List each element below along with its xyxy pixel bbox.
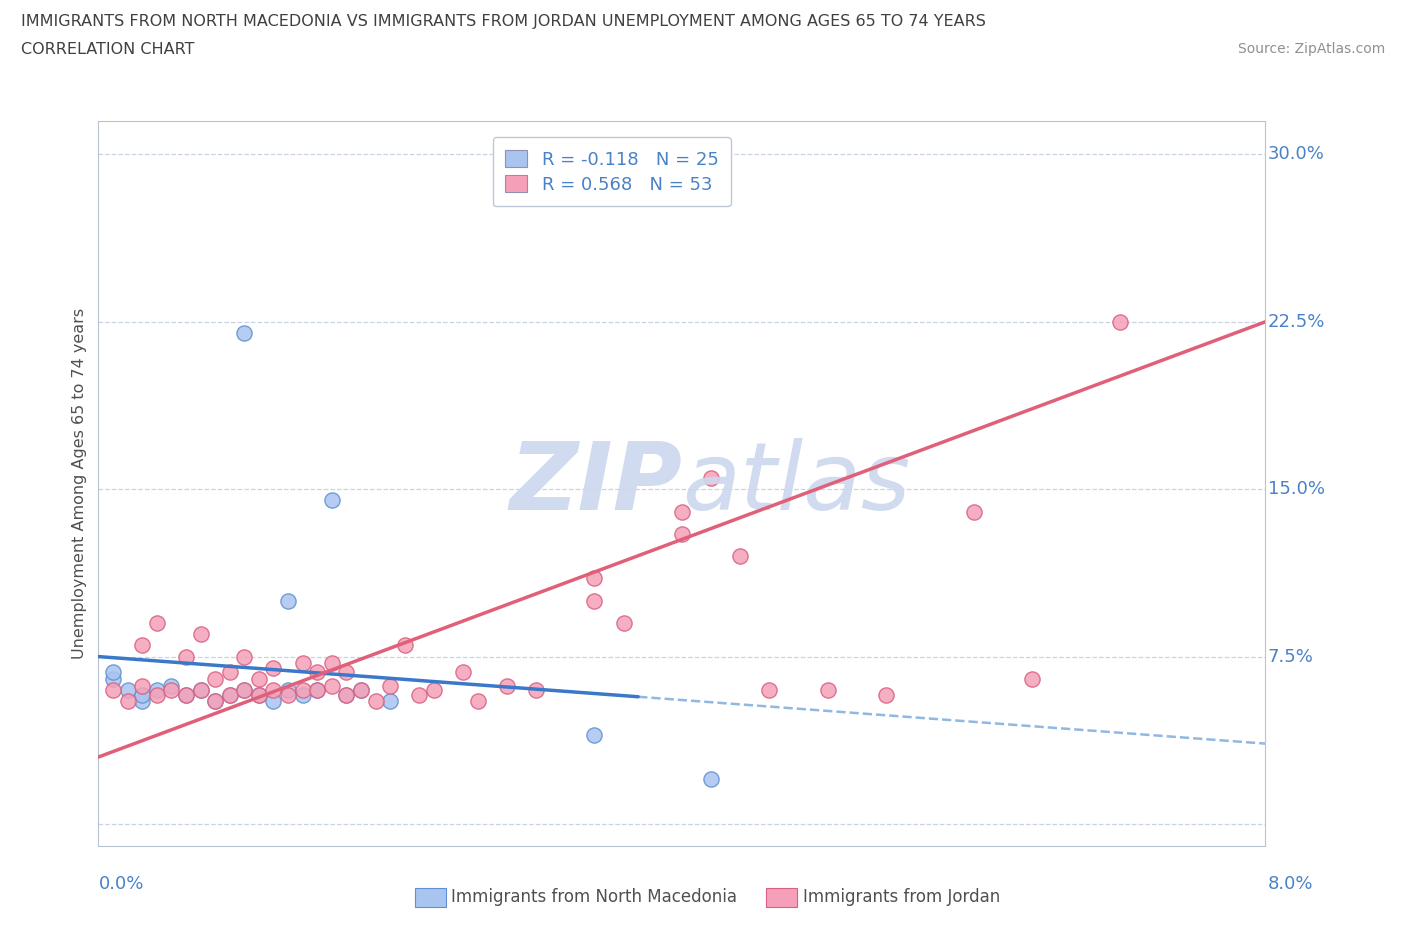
Point bbox=[146, 687, 169, 702]
Point bbox=[728, 549, 751, 564]
Point bbox=[671, 504, 693, 519]
Point bbox=[307, 683, 329, 698]
Point bbox=[350, 683, 373, 698]
Point bbox=[174, 687, 197, 702]
Text: 22.5%: 22.5% bbox=[1268, 312, 1324, 331]
Text: 7.5%: 7.5% bbox=[1268, 647, 1313, 666]
Point bbox=[218, 665, 240, 680]
Text: 15.0%: 15.0% bbox=[1268, 480, 1324, 498]
Point bbox=[101, 671, 124, 686]
Point bbox=[146, 616, 169, 631]
Point bbox=[117, 683, 139, 698]
Point bbox=[378, 678, 402, 693]
Point bbox=[262, 694, 284, 709]
Point bbox=[583, 593, 606, 608]
Text: Immigrants from Jordan: Immigrants from Jordan bbox=[803, 888, 1000, 907]
Point bbox=[350, 683, 373, 698]
Point bbox=[247, 671, 270, 686]
Text: 0.0%: 0.0% bbox=[98, 875, 143, 894]
Point bbox=[378, 694, 402, 709]
Point bbox=[583, 727, 606, 742]
Point bbox=[321, 656, 343, 671]
Y-axis label: Unemployment Among Ages 65 to 74 years: Unemployment Among Ages 65 to 74 years bbox=[72, 308, 87, 659]
Point bbox=[467, 694, 489, 709]
Point bbox=[174, 687, 197, 702]
Point bbox=[524, 683, 547, 698]
Point bbox=[408, 687, 430, 702]
Point bbox=[962, 504, 984, 519]
Point bbox=[496, 678, 519, 693]
Point bbox=[700, 471, 723, 485]
Point bbox=[131, 678, 153, 693]
Point bbox=[307, 665, 329, 680]
Point bbox=[364, 694, 387, 709]
Text: 30.0%: 30.0% bbox=[1268, 145, 1324, 164]
Point bbox=[671, 526, 693, 541]
Point bbox=[277, 683, 299, 698]
Point bbox=[307, 683, 329, 698]
Point bbox=[583, 571, 606, 586]
Point bbox=[321, 678, 343, 693]
Point bbox=[262, 683, 284, 698]
Text: atlas: atlas bbox=[682, 438, 910, 529]
Point bbox=[817, 683, 839, 698]
Point bbox=[174, 649, 197, 664]
Point bbox=[218, 687, 240, 702]
Point bbox=[262, 660, 284, 675]
Point bbox=[131, 694, 153, 709]
Point bbox=[612, 616, 634, 631]
Point bbox=[233, 683, 256, 698]
Point bbox=[160, 678, 183, 693]
Point bbox=[335, 687, 357, 702]
Point bbox=[335, 665, 357, 680]
Point bbox=[218, 687, 240, 702]
Point bbox=[190, 683, 212, 698]
Point bbox=[101, 665, 124, 680]
Point bbox=[190, 683, 212, 698]
Legend: R = -0.118   N = 25, R = 0.568   N = 53: R = -0.118 N = 25, R = 0.568 N = 53 bbox=[492, 138, 731, 206]
Text: Source: ZipAtlas.com: Source: ZipAtlas.com bbox=[1237, 42, 1385, 56]
Point bbox=[1108, 314, 1130, 329]
Point bbox=[1021, 671, 1043, 686]
Point bbox=[233, 326, 256, 340]
Point bbox=[277, 687, 299, 702]
Point bbox=[204, 671, 226, 686]
Point bbox=[451, 665, 474, 680]
Point bbox=[875, 687, 897, 702]
Point bbox=[204, 694, 226, 709]
Point bbox=[291, 687, 314, 702]
Text: IMMIGRANTS FROM NORTH MACEDONIA VS IMMIGRANTS FROM JORDAN UNEMPLOYMENT AMONG AGE: IMMIGRANTS FROM NORTH MACEDONIA VS IMMIG… bbox=[21, 14, 986, 29]
Point bbox=[321, 493, 343, 508]
Point bbox=[247, 687, 270, 702]
Point bbox=[700, 772, 723, 787]
Point bbox=[233, 649, 256, 664]
Point bbox=[233, 683, 256, 698]
Point bbox=[423, 683, 446, 698]
Text: ZIP: ZIP bbox=[509, 438, 682, 529]
Point bbox=[117, 694, 139, 709]
Text: CORRELATION CHART: CORRELATION CHART bbox=[21, 42, 194, 57]
Point bbox=[204, 694, 226, 709]
Point bbox=[131, 638, 153, 653]
Text: Immigrants from North Macedonia: Immigrants from North Macedonia bbox=[451, 888, 737, 907]
Point bbox=[758, 683, 780, 698]
Point bbox=[291, 683, 314, 698]
Point bbox=[131, 687, 153, 702]
Point bbox=[160, 683, 183, 698]
Point bbox=[335, 687, 357, 702]
Point bbox=[247, 687, 270, 702]
Point bbox=[101, 683, 124, 698]
Point bbox=[291, 656, 314, 671]
Point bbox=[146, 683, 169, 698]
Point bbox=[190, 627, 212, 642]
Point bbox=[394, 638, 416, 653]
Text: 8.0%: 8.0% bbox=[1268, 875, 1313, 894]
Point bbox=[277, 593, 299, 608]
